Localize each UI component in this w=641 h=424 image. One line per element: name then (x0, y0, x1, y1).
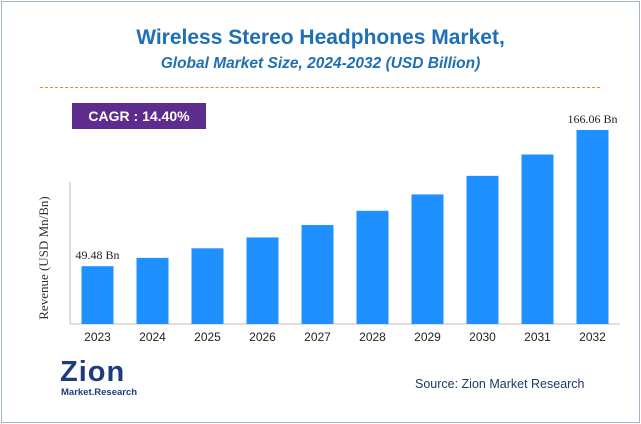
x-tick-label-2025: 2025 (194, 330, 221, 344)
x-tick-label-2031: 2031 (524, 330, 551, 344)
bar-2031 (521, 154, 554, 324)
bar-2024 (136, 257, 169, 324)
logo-wordmark: Zion (60, 356, 126, 388)
bar-2028 (356, 210, 389, 324)
data-label-2032: 166.06 Bn (567, 112, 617, 126)
bar-2029 (411, 194, 444, 324)
chart-title: Wireless Stereo Headphones Market, (136, 26, 505, 49)
bar-2025 (191, 248, 224, 324)
chart-subtitle: Global Market Size, 2024-2032 (USD Billi… (160, 55, 481, 72)
logo-subtext: Market.Research (61, 387, 138, 398)
x-tick-label-2028: 2028 (359, 330, 386, 344)
source-note: Source: Zion Market Research (415, 377, 585, 391)
bar-2023 (81, 266, 114, 324)
zion-logo: Zion Market.Research (60, 357, 160, 405)
title-divider (40, 87, 600, 88)
x-tick-label-2024: 2024 (139, 330, 166, 344)
x-tick-label-2023: 2023 (84, 330, 111, 344)
x-tick-label-2026: 2026 (249, 330, 276, 344)
bar-2026 (246, 237, 279, 324)
bar-2030 (466, 175, 499, 324)
bar-2027 (301, 225, 334, 324)
x-tick-label-2030: 2030 (469, 330, 496, 344)
bar-2032 (576, 130, 609, 324)
x-tick-label-2027: 2027 (304, 330, 331, 344)
data-label-2023: 49.48 Bn (75, 248, 119, 262)
x-tick-label-2032: 2032 (579, 330, 606, 344)
x-tick-label-2029: 2029 (414, 330, 441, 344)
cagr-badge: CAGR : 14.40% (72, 103, 206, 129)
